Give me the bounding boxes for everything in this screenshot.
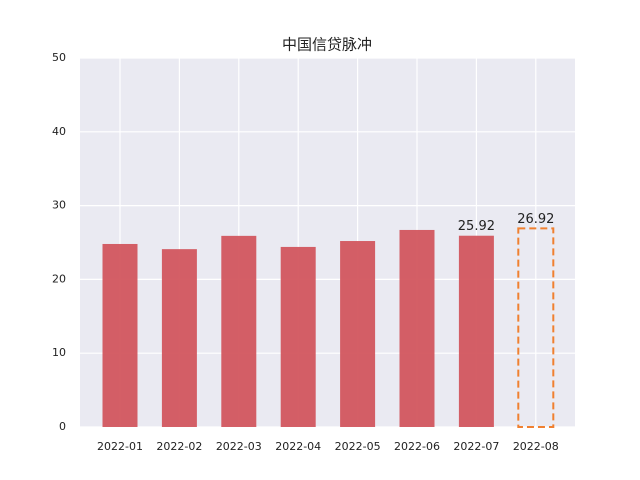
x-tick-label: 2022-07 (453, 440, 499, 453)
bar-outline (517, 227, 555, 428)
x-tick-label: 2022-06 (394, 440, 440, 453)
bar (340, 241, 376, 427)
chart-title: 中国信贷脉冲 (282, 36, 372, 54)
x-tick-label: 2022-01 (97, 440, 143, 453)
x-tick-label: 2022-02 (156, 440, 202, 453)
x-tick-label: 2022-03 (216, 440, 262, 453)
value-label: 25.92 (458, 219, 495, 234)
plot-area (80, 58, 575, 427)
y-tick-label: 10 (52, 346, 66, 359)
bar (458, 235, 494, 427)
bar (161, 249, 197, 427)
x-tick-label: 2022-04 (275, 440, 321, 453)
y-tick-label: 40 (52, 125, 66, 138)
bar (399, 229, 435, 427)
y-tick-label: 0 (59, 420, 66, 433)
y-tick-label: 30 (52, 199, 66, 212)
y-tick-label: 50 (52, 51, 66, 64)
y-tick-label: 20 (52, 272, 66, 285)
bar (221, 235, 257, 427)
bar (102, 243, 138, 427)
x-tick-label: 2022-05 (335, 440, 381, 453)
value-label: 26.92 (517, 212, 554, 227)
x-tick-label: 2022-08 (513, 440, 559, 453)
bar (280, 246, 316, 427)
